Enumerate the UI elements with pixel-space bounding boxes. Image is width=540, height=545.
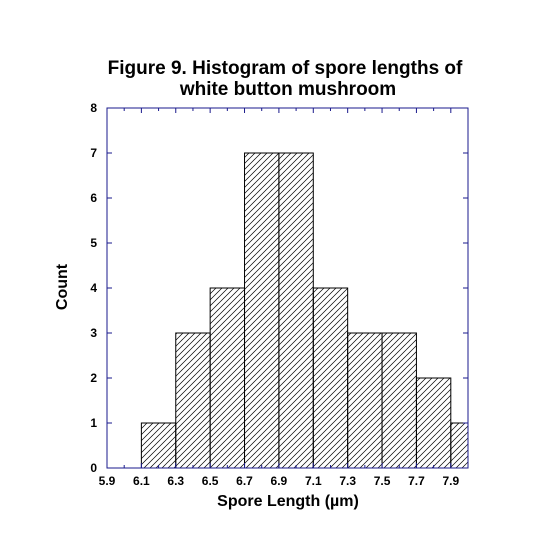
histogram-bar-4	[244, 152, 280, 469]
y-tick-label: 3	[90, 326, 97, 340]
x-tick-label: 7.3	[339, 474, 356, 488]
x-tick-label: 6.5	[202, 474, 219, 488]
x-tick-label: 6.3	[167, 474, 184, 488]
chart-title-line-1: Figure 9. Histogram of spore lengths of	[108, 58, 463, 79]
histogram-bar-8	[381, 332, 417, 469]
chart-title-line-2: white button mushroom	[179, 79, 396, 100]
y-tick-label: 5	[90, 236, 97, 250]
x-tick-label: 6.9	[271, 474, 288, 488]
x-tick-label: 6.7	[236, 474, 253, 488]
histogram-bars	[140, 152, 469, 469]
histogram-bar-6	[312, 287, 349, 469]
y-tick-label: 4	[90, 281, 97, 295]
histogram-bar-3	[209, 287, 246, 469]
x-axis-label: Spore Length (µm)	[217, 493, 359, 510]
x-tick-label: 6.1	[133, 474, 150, 488]
histogram-bar-2	[175, 332, 211, 469]
y-tick-label: 1	[90, 416, 97, 430]
y-tick-label: 6	[90, 191, 97, 205]
histogram-bar-10	[450, 422, 469, 469]
x-tick-label: 7.9	[442, 474, 459, 488]
x-tick-labels: 5.9 6.1 6.3 6.5 6.7 6.9 7.1 7.3 7.5 7.7 7.9	[99, 474, 460, 488]
x-tick-label: 5.9	[99, 474, 116, 488]
y-tick-label: 0	[90, 461, 97, 475]
y-tick-labels: 0 1 2 3 4 5 6 7 8	[90, 101, 97, 475]
y-axis-label: Count	[54, 263, 71, 310]
y-tick-label: 2	[90, 371, 97, 385]
x-tick-label: 7.1	[305, 474, 322, 488]
x-tick-label: 7.7	[408, 474, 425, 488]
histogram-bar-7	[347, 332, 383, 469]
histogram-bar-1	[140, 422, 177, 469]
y-tick-label: 8	[90, 101, 97, 115]
histogram-bar-5	[278, 152, 314, 469]
y-tick-label: 7	[90, 146, 97, 160]
histogram-bar-9	[415, 377, 452, 469]
axis-ticks	[106, 107, 468, 469]
x-tick-label: 7.5	[374, 474, 391, 488]
